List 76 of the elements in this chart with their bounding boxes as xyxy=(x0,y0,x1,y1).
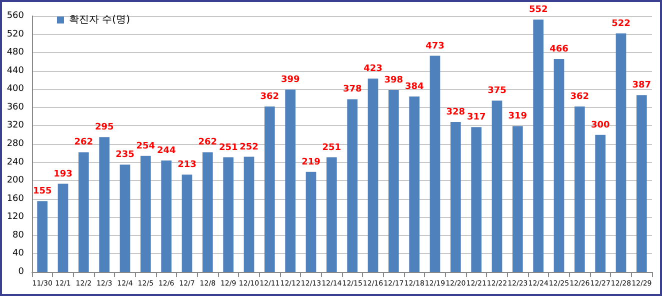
data-label: 262 xyxy=(198,138,218,148)
bar xyxy=(182,174,192,272)
bar xyxy=(492,100,502,272)
bar xyxy=(264,106,275,272)
bar xyxy=(244,156,254,272)
data-label: 362 xyxy=(570,92,590,102)
data-label: 155 xyxy=(32,186,52,197)
bar xyxy=(636,95,647,272)
bar xyxy=(285,90,296,272)
bar xyxy=(223,157,234,272)
y-tick-label: 360 xyxy=(6,102,24,112)
bar xyxy=(306,172,316,272)
data-label: 362 xyxy=(260,92,280,102)
data-label: 235 xyxy=(116,150,134,160)
bar xyxy=(574,106,585,272)
y-tick-label: 80 xyxy=(12,230,24,240)
data-label: 319 xyxy=(508,112,528,122)
data-label: 399 xyxy=(280,75,300,86)
data-label: 254 xyxy=(136,141,156,152)
data-label: 375 xyxy=(488,86,506,96)
data-label: 522 xyxy=(612,18,630,29)
data-label: 552 xyxy=(528,5,548,16)
data-label: 300 xyxy=(590,120,610,130)
data-label: 252 xyxy=(240,142,258,152)
y-tick-label: 160 xyxy=(6,194,24,204)
bar xyxy=(161,160,172,272)
data-label: 317 xyxy=(466,112,486,123)
bar xyxy=(120,164,130,272)
data-label: 193 xyxy=(54,169,72,180)
bar xyxy=(58,184,68,272)
bar xyxy=(347,99,358,272)
y-tick-label: 120 xyxy=(6,212,24,222)
bar xyxy=(533,20,544,272)
data-label: 466 xyxy=(550,44,568,54)
legend-label: 확진자 수(명) xyxy=(69,14,130,26)
y-tick-label: 440 xyxy=(6,66,24,76)
y-tick-label: 280 xyxy=(6,139,24,149)
data-label: 295 xyxy=(94,122,114,133)
bar xyxy=(368,78,378,272)
y-tick-label: 560 xyxy=(6,11,24,21)
bar xyxy=(388,90,399,272)
data-label: 244 xyxy=(156,146,176,156)
y-tick-label: 200 xyxy=(6,176,24,186)
data-label: 262 xyxy=(74,138,94,148)
bar xyxy=(78,152,89,272)
data-label: 423 xyxy=(364,64,382,74)
y-tick-label: 520 xyxy=(6,29,24,40)
data-label: 473 xyxy=(426,41,444,52)
bar xyxy=(554,58,564,272)
y-tick-label: 40 xyxy=(12,248,24,259)
bar xyxy=(99,137,110,272)
data-label: 213 xyxy=(178,160,196,170)
data-label: 387 xyxy=(632,80,652,91)
bar xyxy=(202,152,213,272)
bar xyxy=(471,127,482,272)
data-label: 251 xyxy=(322,142,342,153)
bar xyxy=(512,126,523,272)
bar xyxy=(616,33,626,272)
y-tick-label: 320 xyxy=(6,120,24,131)
data-label: 328 xyxy=(446,108,466,118)
y-tick-label: 0 xyxy=(18,267,24,277)
y-tick-label: 480 xyxy=(6,48,24,58)
bar xyxy=(430,56,440,272)
data-label: 398 xyxy=(384,76,404,86)
bar xyxy=(37,201,48,272)
data-label: 384 xyxy=(404,82,424,92)
bar xyxy=(450,122,461,272)
data-label: 219 xyxy=(302,157,320,168)
bar xyxy=(409,96,420,272)
data-label: 378 xyxy=(342,84,362,95)
bar xyxy=(140,156,151,272)
bar xyxy=(595,134,606,272)
data-label: 251 xyxy=(218,142,238,153)
bar xyxy=(326,157,337,272)
y-tick-label: 240 xyxy=(6,157,24,168)
y-tick-label: 400 xyxy=(6,84,24,94)
